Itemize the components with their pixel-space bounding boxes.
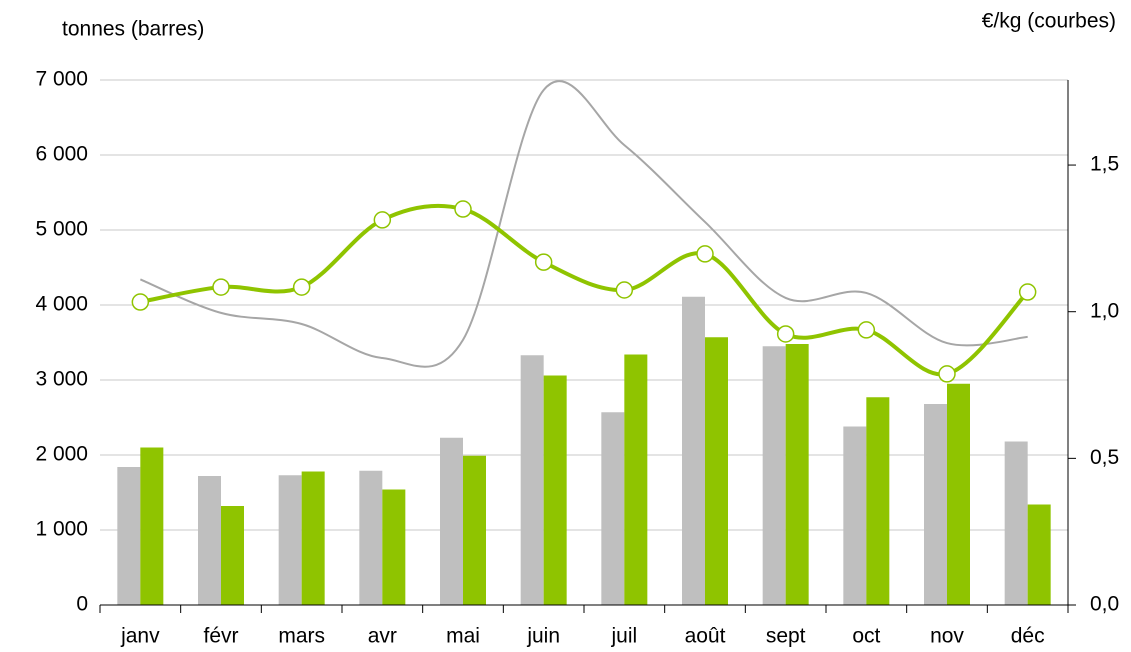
marker — [373, 211, 392, 229]
bar — [198, 476, 221, 605]
y-tick-label: 1 000 — [35, 518, 88, 541]
x-tick-label: janv — [120, 625, 160, 648]
bar — [221, 506, 244, 605]
marker — [292, 278, 311, 296]
bar — [1004, 441, 1028, 605]
bar — [278, 475, 302, 605]
bar — [866, 397, 890, 605]
y-tick-label: 7 000 — [35, 68, 88, 91]
x-tick-label: févr — [203, 625, 238, 648]
bar — [543, 375, 567, 605]
y-axis-label: tonnes (barres) — [62, 18, 204, 41]
x-tick-label: nov — [930, 625, 964, 648]
y2-tick-label: 1,5 — [1090, 153, 1119, 176]
bar — [947, 383, 970, 605]
y2-axis-label: €/kg (courbes) — [982, 10, 1116, 33]
bar — [843, 426, 867, 605]
bar — [624, 354, 648, 605]
y2-tick-label: 1,0 — [1090, 299, 1119, 322]
bar — [601, 412, 625, 605]
bar — [382, 489, 406, 605]
marker — [938, 365, 956, 383]
marker — [454, 200, 472, 218]
x-tick-label: mai — [446, 625, 480, 648]
x-tick-label: mars — [278, 625, 325, 648]
marker — [534, 253, 553, 271]
marker — [212, 278, 230, 296]
y2-tick-label: 0,5 — [1090, 446, 1119, 469]
line — [139, 203, 1030, 377]
x-tick-label: avr — [368, 625, 397, 648]
bar — [301, 471, 325, 605]
line — [139, 80, 1028, 368]
marker — [696, 245, 714, 263]
bar — [463, 455, 486, 605]
marker — [615, 281, 634, 299]
marker — [131, 293, 150, 311]
bar — [762, 346, 786, 605]
marker — [857, 321, 876, 339]
marker — [1018, 283, 1037, 301]
bar — [682, 296, 705, 605]
x-tick-label: juin — [526, 625, 560, 648]
x-tick-label: déc — [1011, 625, 1045, 648]
bar — [924, 404, 947, 605]
bar — [140, 447, 164, 605]
x-tick-label: juil — [610, 625, 637, 648]
bar — [359, 470, 383, 605]
y-tick-label: 2 000 — [35, 443, 88, 466]
y-tick-label: 5 000 — [35, 218, 88, 241]
y-tick-label: 3 000 — [35, 368, 88, 391]
bar — [1027, 504, 1051, 605]
x-tick-label: sept — [766, 625, 806, 648]
bar — [440, 437, 463, 605]
bar — [117, 467, 141, 605]
bar — [705, 337, 728, 605]
bar — [785, 344, 809, 605]
y2-tick-label: 0,0 — [1090, 593, 1119, 616]
x-tick-label: oct — [852, 625, 880, 648]
y-tick-label: 0 — [76, 593, 88, 616]
x-tick-label: août — [685, 625, 726, 648]
y-tick-label: 4 000 — [35, 293, 88, 316]
marker — [776, 325, 795, 343]
y-tick-label: 6 000 — [35, 143, 88, 166]
bar — [520, 355, 544, 605]
